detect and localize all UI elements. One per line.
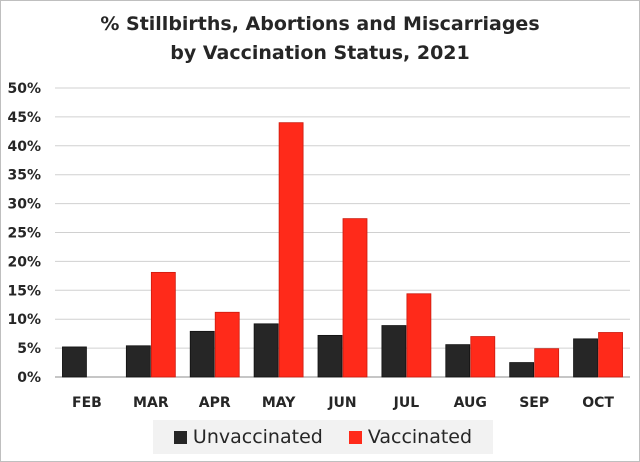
bar-unvaccinated-may bbox=[253, 323, 279, 378]
chart-title: % Stillbirths, Abortions and Miscarriage… bbox=[0, 10, 640, 68]
bar-vaccinated-sep bbox=[534, 348, 560, 378]
bar-vaccinated-apr bbox=[214, 311, 240, 378]
bar-vaccinated-may bbox=[278, 122, 304, 378]
y-tick-label: 5% bbox=[17, 341, 41, 357]
x-category-label: FEB bbox=[72, 395, 102, 411]
y-tick-label: 30% bbox=[7, 197, 41, 213]
legend-swatch-vaccinated bbox=[348, 430, 362, 444]
chart-title-line2: by Vaccination Status, 2021 bbox=[170, 42, 470, 64]
bars bbox=[62, 122, 623, 378]
y-tick-label: 35% bbox=[7, 168, 41, 184]
x-category-label: AUG bbox=[454, 395, 487, 411]
x-category-label: SEP bbox=[519, 395, 549, 411]
bar-unvaccinated-aug bbox=[445, 344, 471, 378]
y-tick-label: 20% bbox=[7, 254, 41, 270]
bar-unvaccinated-jun bbox=[317, 334, 343, 378]
y-tick-label: 25% bbox=[7, 226, 41, 242]
y-tick-label: 40% bbox=[7, 139, 41, 155]
x-category-label: JUL bbox=[393, 395, 420, 411]
x-category-label: OCT bbox=[582, 395, 614, 411]
bar-vaccinated-jun bbox=[342, 218, 368, 378]
x-category-label: MAR bbox=[133, 395, 169, 411]
y-axis-ticks: 0% 5% 10% 15% 20% 25% 30% 35% 40% 45% 50% bbox=[7, 81, 41, 386]
x-axis-categories: FEB MAR APR MAY JUN JUL AUG SEP OCT bbox=[72, 395, 614, 411]
bar-vaccinated-mar bbox=[150, 271, 176, 378]
y-tick-label: 50% bbox=[7, 81, 41, 97]
legend-label-vaccinated: Vaccinated bbox=[367, 426, 473, 448]
x-category-label: APR bbox=[199, 395, 231, 411]
bar-vaccinated-oct bbox=[598, 332, 623, 378]
bar-unvaccinated-feb bbox=[62, 346, 87, 378]
y-tick-label: 0% bbox=[17, 370, 41, 386]
bar-unvaccinated-sep bbox=[509, 362, 535, 378]
bar-vaccinated-aug bbox=[470, 336, 496, 378]
bar-unvaccinated-mar bbox=[125, 345, 151, 378]
bar-unvaccinated-apr bbox=[189, 330, 215, 378]
legend-item-unvaccinated: Unvaccinated bbox=[173, 426, 323, 448]
x-category-label: MAY bbox=[262, 395, 296, 411]
bar-unvaccinated-jul bbox=[381, 325, 407, 378]
legend-label-unvaccinated: Unvaccinated bbox=[192, 426, 323, 448]
chart-title-line1: % Stillbirths, Abortions and Miscarriage… bbox=[100, 13, 540, 35]
legend: Unvaccinated Vaccinated bbox=[153, 420, 493, 454]
bar-unvaccinated-oct bbox=[573, 338, 598, 378]
legend-swatch-unvaccinated bbox=[173, 430, 187, 444]
y-tick-label: 45% bbox=[7, 110, 41, 126]
gridlines bbox=[55, 87, 630, 378]
bar-vaccinated-jul bbox=[406, 293, 432, 378]
legend-item-vaccinated: Vaccinated bbox=[348, 426, 473, 448]
x-category-label: JUN bbox=[327, 395, 356, 411]
y-tick-label: 15% bbox=[7, 283, 41, 299]
y-tick-label: 10% bbox=[7, 312, 41, 328]
